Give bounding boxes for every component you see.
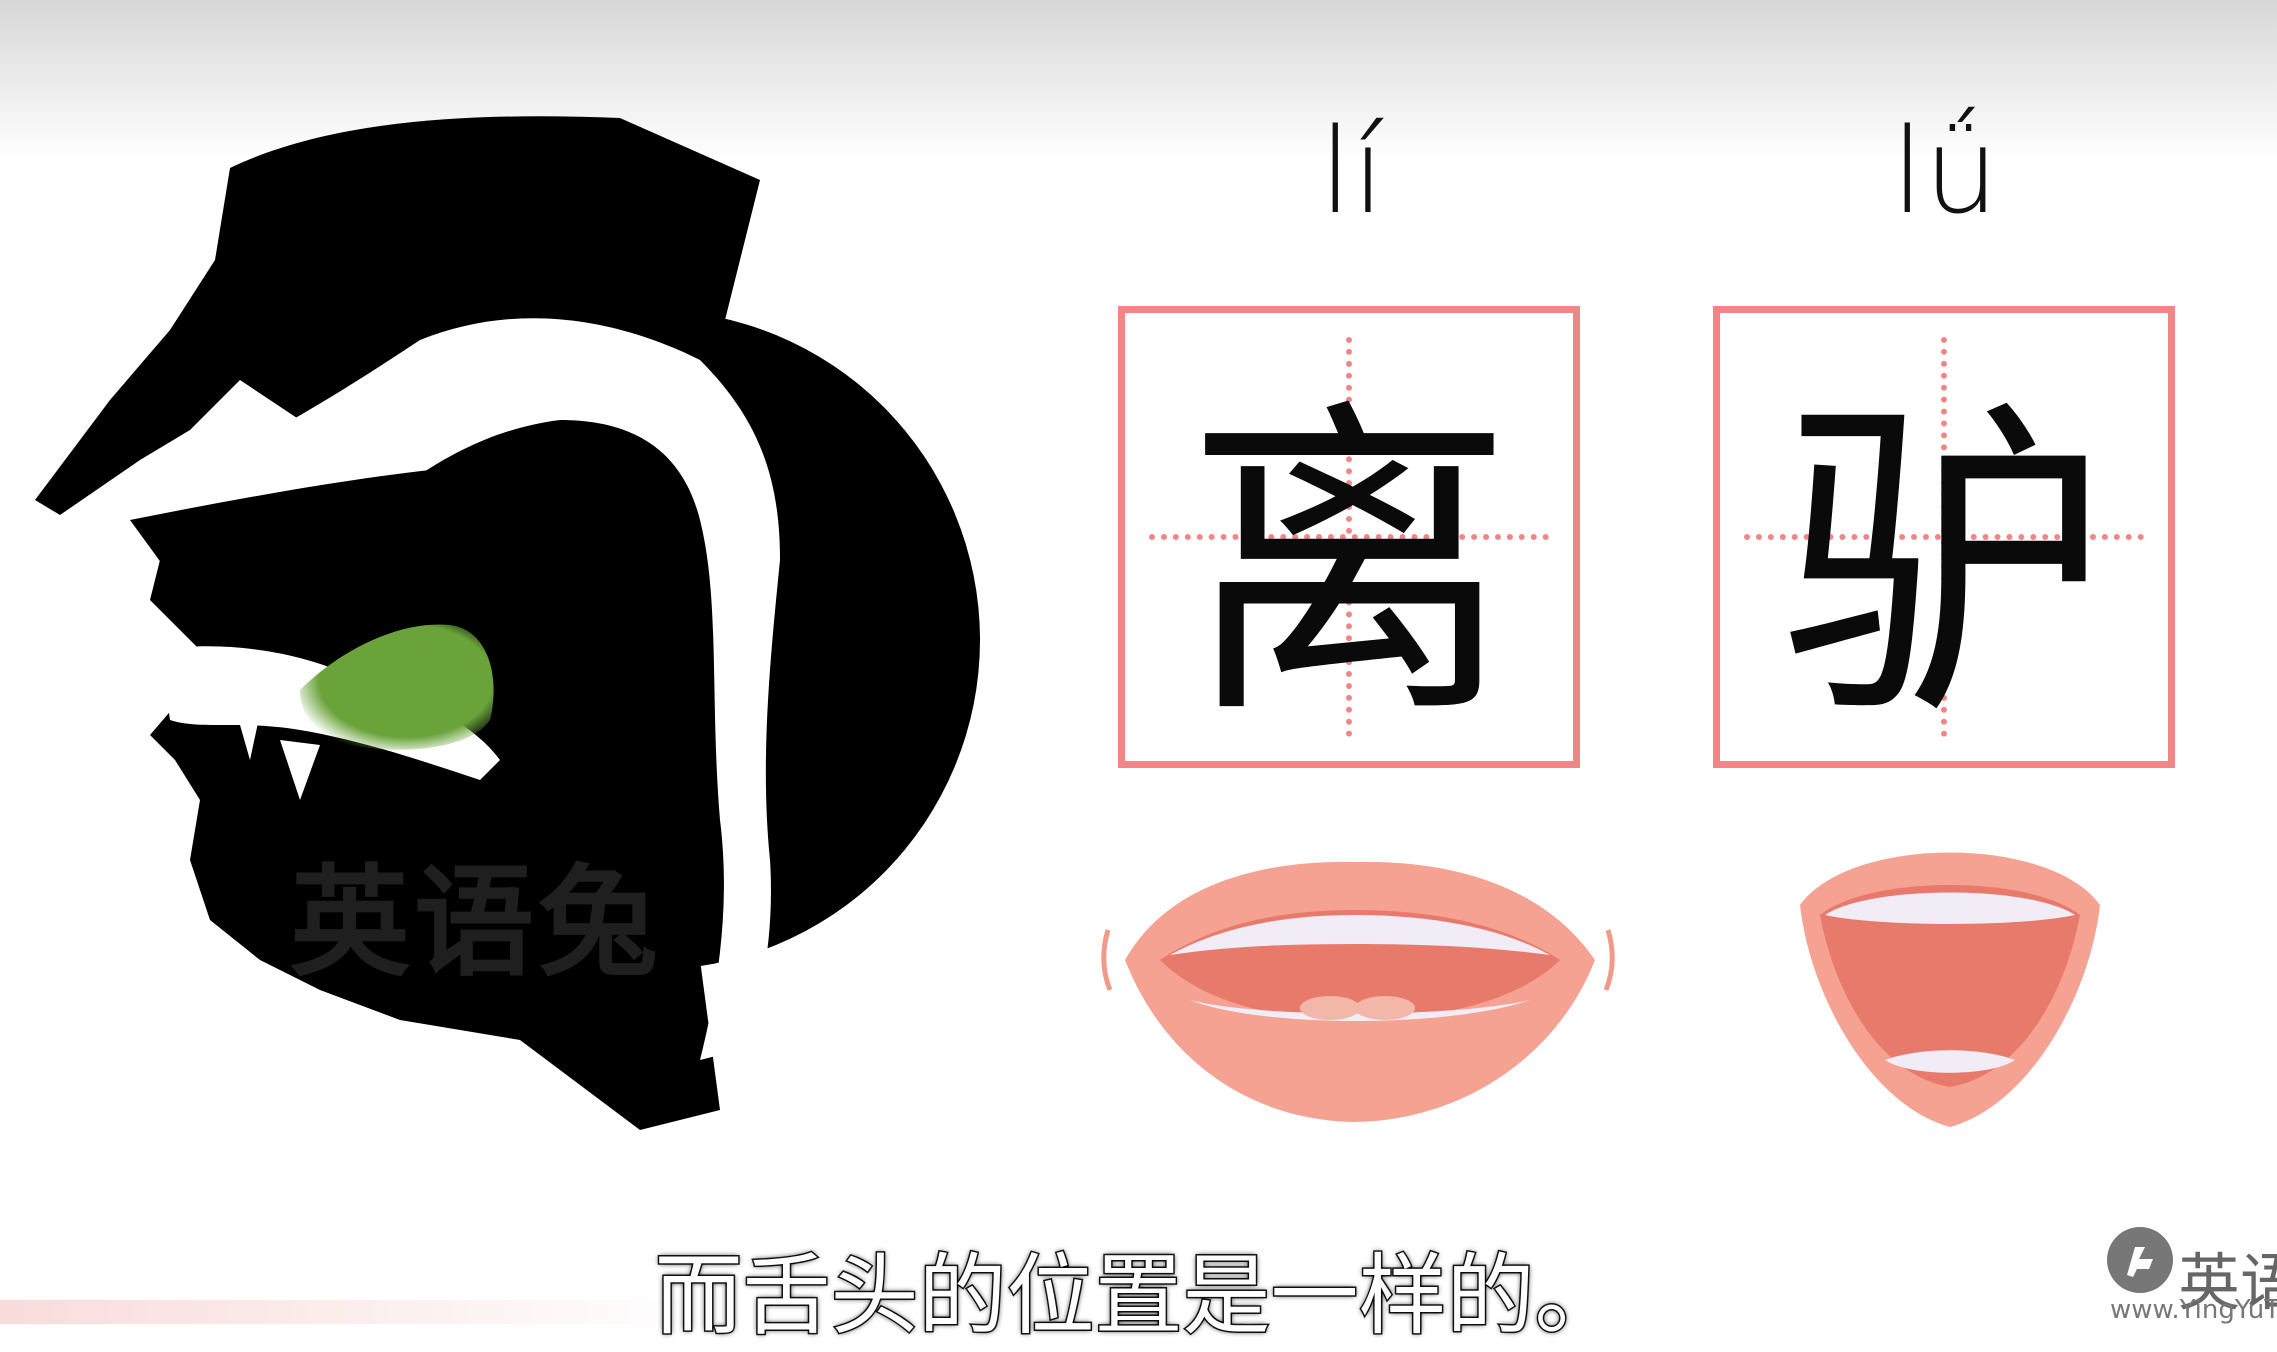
head-cross-section-diagram (35, 116, 980, 1131)
mouth-shape-spread (1101, 861, 1615, 1122)
hanzi-lv: 驴 (1779, 374, 2109, 758)
mouth-shape-rounded (1800, 852, 2100, 1127)
diagram-watermark: 英语兔 (290, 852, 662, 993)
bottom-pink-strip (0, 1300, 700, 1324)
subtitle-caption: 而舌头的位置是一样的。 (653, 1243, 1624, 1349)
tian-grid-li: 离 (1118, 306, 1580, 768)
lower-teeth (280, 740, 320, 800)
hanzi-li: 离 (1184, 374, 1514, 758)
pinyin-lv: lǘ (1891, 102, 1999, 240)
grid-vertical-guide (1941, 337, 1947, 737)
nasal-cavity (130, 470, 680, 575)
rabbit-logo-icon (2107, 1227, 2173, 1293)
tongue (300, 624, 494, 750)
upper-teeth (230, 690, 265, 760)
grid-vertical-guide (1346, 337, 1352, 737)
pinyin-li: lí (1319, 102, 1385, 240)
tian-grid-lv: 驴 (1713, 306, 2175, 768)
logo-url: www.YingYuT (2110, 1295, 2277, 1325)
logo-text: 英语 (2178, 1246, 2277, 1319)
